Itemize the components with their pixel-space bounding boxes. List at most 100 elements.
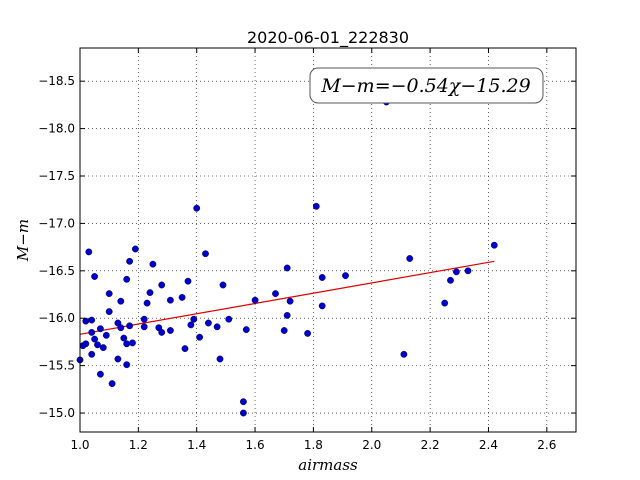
data-point — [82, 317, 90, 325]
data-point — [117, 297, 125, 305]
y-tick-label: −17.0 — [38, 216, 75, 230]
data-point — [129, 339, 136, 347]
data-point — [99, 344, 107, 351]
data-point — [225, 315, 233, 323]
legend-box: M−m=−0.54χ−15.29 — [309, 67, 544, 104]
data-point — [202, 250, 209, 258]
y-tick-label: −17.5 — [38, 169, 75, 183]
data-point — [166, 327, 174, 334]
ticks — [79, 48, 576, 432]
x-tick-label: 2.2 — [421, 438, 440, 452]
data-point — [82, 340, 90, 348]
data-point — [105, 290, 113, 297]
data-point — [318, 274, 326, 281]
x-tick-label: 1.2 — [129, 438, 148, 452]
data-point — [280, 327, 288, 334]
data-point — [108, 380, 116, 387]
fit-line-layer — [79, 260, 495, 335]
data-point — [126, 322, 134, 330]
data-point — [406, 255, 414, 262]
plot-area — [80, 48, 576, 432]
data-point — [286, 297, 294, 305]
data-point — [251, 296, 259, 304]
data-point — [149, 260, 157, 268]
data-point — [190, 315, 198, 323]
y-tick-label: −15.5 — [38, 359, 75, 373]
data-point — [131, 245, 139, 253]
data-point — [94, 341, 101, 349]
data-point — [123, 361, 131, 369]
x-tick-label: 1.0 — [70, 438, 89, 452]
x-tick-label: 1.4 — [187, 438, 206, 452]
y-tick-label: −15.0 — [38, 406, 75, 420]
data-point — [97, 370, 104, 378]
data-point — [88, 350, 96, 358]
data-point — [143, 299, 151, 307]
y-tick-label: −18.0 — [38, 122, 75, 136]
data-point — [272, 290, 279, 297]
data-point — [105, 308, 113, 315]
data-point — [283, 311, 291, 319]
data-point — [158, 328, 166, 336]
data-point — [184, 277, 192, 285]
chart-title: 2020-06-01_222830 — [247, 28, 409, 48]
data-point — [88, 328, 96, 336]
data-point — [452, 268, 460, 276]
data-point — [102, 331, 110, 339]
data-point — [447, 276, 454, 284]
data-point — [400, 350, 408, 358]
data-point — [97, 325, 104, 333]
legend-frame — [309, 67, 544, 104]
data-point — [219, 281, 227, 289]
data-point — [126, 257, 134, 265]
data-point — [318, 302, 326, 310]
x-axis-label: airmass — [298, 456, 358, 474]
y-tick-label: −16.5 — [38, 264, 75, 278]
data-point — [140, 315, 148, 323]
y-axis-label: M−m — [14, 219, 32, 262]
data-point — [239, 398, 247, 406]
data-point — [88, 316, 96, 324]
plot-frame — [79, 47, 577, 433]
data-point — [123, 340, 131, 348]
data-point — [123, 275, 131, 283]
points-layer — [76, 98, 498, 417]
x-tick-labels: 1.0 1.2 1.4 1.6 1.8 2.0 2.2 2.4 2.6 — [70, 438, 556, 452]
data-point — [178, 293, 186, 301]
data-point — [140, 323, 148, 331]
data-point — [204, 319, 212, 327]
y-tick-label: −16.0 — [38, 311, 75, 325]
grid — [79, 48, 576, 432]
y-tick-labels: −15.0 −15.5 −16.0 −16.5 −17.0 −17.5 −18.0 −18.5 — [38, 74, 75, 420]
y-tick-label: −18.5 — [38, 74, 75, 88]
data-point — [342, 272, 349, 279]
data-point — [117, 324, 125, 332]
fit-equation-annotation: M−m=−0.54χ−15.29 — [320, 75, 530, 97]
data-point — [441, 299, 449, 307]
data-point — [304, 329, 311, 337]
data-point — [490, 241, 498, 249]
data-point — [120, 334, 128, 342]
data-point — [213, 323, 221, 331]
data-point — [166, 296, 174, 304]
x-tick-label: 1.6 — [246, 438, 265, 452]
data-point — [196, 333, 204, 341]
data-point — [91, 335, 99, 343]
data-point — [91, 273, 99, 280]
x-tick-label: 2.4 — [479, 438, 498, 452]
x-tick-label: 2.0 — [362, 438, 381, 452]
data-point — [242, 326, 250, 333]
fit-line — [79, 260, 495, 335]
data-point — [187, 321, 195, 329]
data-point — [158, 281, 166, 289]
data-point — [146, 289, 154, 296]
data-point — [193, 204, 201, 212]
data-point — [216, 355, 224, 363]
data-point — [114, 355, 122, 363]
data-point — [283, 264, 291, 272]
data-point — [464, 267, 472, 275]
x-tick-label: 2.6 — [537, 438, 556, 452]
data-point — [85, 248, 93, 256]
data-point — [181, 345, 189, 352]
